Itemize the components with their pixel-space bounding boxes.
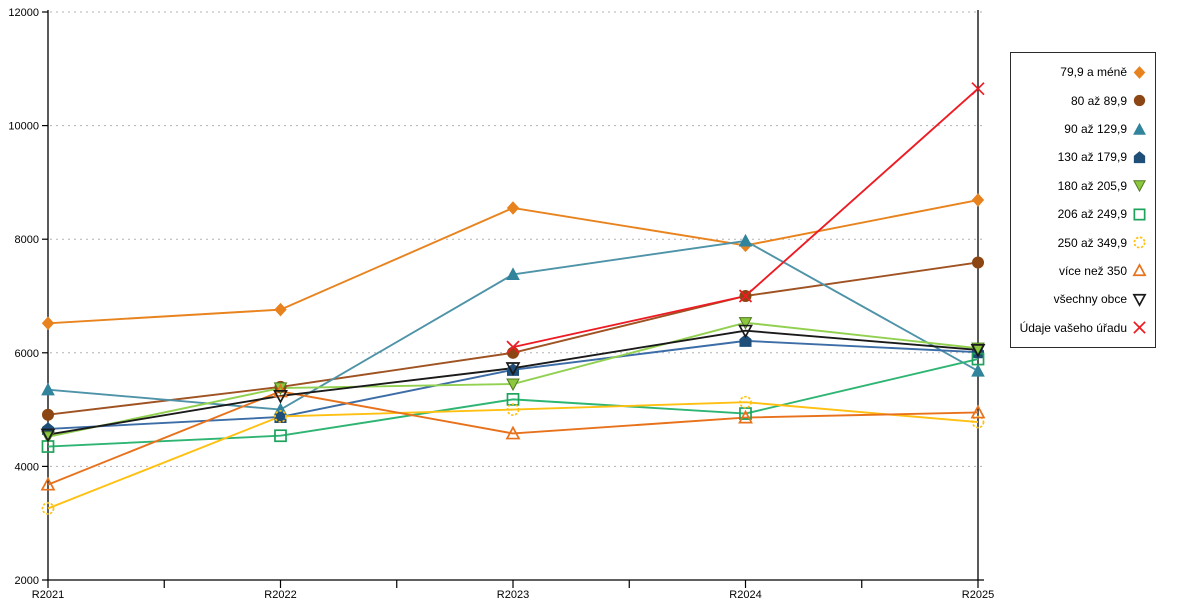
series-line [47,199,979,325]
marker-circle [274,410,287,423]
marker-circle [506,403,520,416]
marker-diamond [274,302,287,317]
legend-label: 90 až 129,9 [1064,122,1127,137]
x-tick-label: R2025 [962,589,994,600]
y-tick-label: 12000 [8,7,39,19]
x-tick-label: R2022 [264,589,296,600]
legend-marker-icon [1133,151,1146,164]
series-line [47,358,979,448]
legend-marker-icon [1133,180,1146,193]
legend-marker-icon [1133,66,1146,79]
legend-label: 206 až 249,9 [1057,207,1127,222]
legend-marker-icon [1132,263,1147,277]
marker-triangle-up [970,404,986,419]
y-tick-label: 8000 [15,234,39,246]
legend-item: 130 až 179,9 [1015,144,1147,170]
legend-label: 80 až 89,9 [1070,93,1127,108]
legend-label: 180 až 205,9 [1057,178,1127,193]
marker-square [274,429,287,443]
legend-marker-icon [1133,236,1146,249]
legend-item: 180 až 205,9 [1015,173,1147,199]
legend-label: více než 350 [1058,263,1127,278]
marker-triangle-down [40,428,56,443]
x-tick-label: R2023 [497,589,529,600]
marker-circle [1133,236,1146,249]
legend-item: všechny obce [1015,286,1147,312]
marker-pentagon [739,334,752,347]
marker-circle [1133,95,1146,107]
legend-label: 79,9 a méně [1060,65,1127,80]
marker-circle [506,346,520,359]
marker-triangle-up [738,409,753,424]
marker-triangle-down [273,390,288,404]
series-line [512,87,979,349]
marker-circle [41,502,55,515]
legend-label: Údaje vašeho úřadu [1019,320,1127,335]
marker-triangle-down [738,324,753,339]
series-line [47,401,979,510]
marker-x [738,289,753,303]
marker-square [1133,208,1146,221]
marker-square [971,352,985,366]
y-tick-label: 6000 [15,348,39,360]
marker-x [1133,321,1146,334]
legend-label: všechny obce [1053,292,1127,307]
legend-label: 250 až 349,9 [1057,235,1127,250]
legend-marker-icon [1132,293,1147,307]
marker-triangle-up [40,476,56,491]
marker-triangle-up [506,267,520,281]
x-tick-label: R2024 [729,589,761,600]
legend-marker-icon [1133,321,1146,334]
legend-item: 206 až 249,9 [1015,201,1147,227]
series-line [47,390,979,486]
marker-circle [971,415,985,429]
y-tick-label: 4000 [15,461,39,473]
y-tick-label: 2000 [15,575,39,587]
marker-triangle-up [1133,122,1146,135]
legend-item: 250 až 349,9 [1015,230,1147,256]
marker-x [506,340,520,354]
marker-triangle-down [506,378,520,392]
legend-marker-icon [1133,122,1146,135]
marker-diamond [506,201,520,215]
marker-triangle-up [505,425,521,440]
legend-item: Údaje vašeho úřadu [1015,315,1147,341]
legend-marker-icon [1133,208,1146,221]
marker-diamond [41,316,55,331]
marker-triangle-up [971,363,985,377]
marker-diamond [1133,66,1146,79]
legend-item: 79,9 a méně [1015,59,1147,85]
legend-item: 80 až 89,9 [1015,88,1147,114]
x-tick-label: R2021 [32,589,64,600]
marker-pentagon [1133,151,1146,164]
marker-triangle-down [1132,293,1147,307]
marker-x [971,82,985,96]
marker-triangle-down [738,317,753,330]
marker-circle [41,408,55,421]
legend-item: více než 350 [1015,258,1147,284]
marker-triangle-down [273,382,288,396]
marker-diamond [971,193,985,207]
legend-item: 90 až 129,9 [1015,116,1147,142]
legend-label: 130 až 179,9 [1057,150,1127,165]
marker-triangle-up [41,382,55,396]
marker-triangle-up [1132,263,1147,277]
marker-circle [971,256,985,269]
marker-triangle-up [738,233,753,247]
chart-legend: 79,9 a méně 80 až 89,9 90 až 129,9 130 až 1… [1010,52,1156,348]
marker-circle [739,395,752,409]
marker-triangle-down [970,344,986,358]
marker-triangle-down [1133,180,1146,193]
marker-triangle-down [505,362,521,376]
legend-marker-icon [1133,95,1146,107]
y-tick-label: 10000 [8,121,39,133]
